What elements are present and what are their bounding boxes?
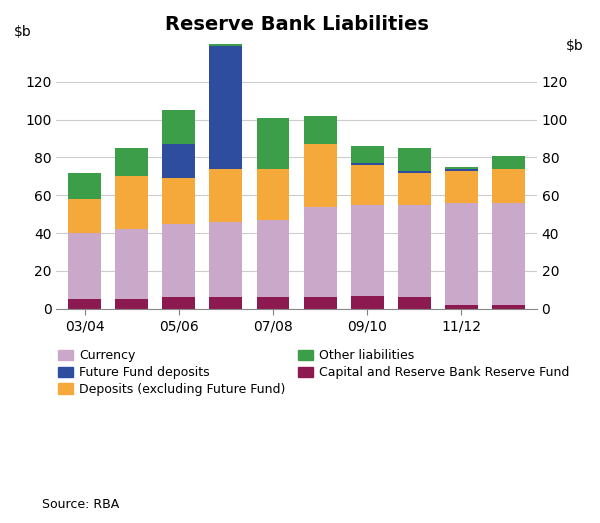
Bar	[257, 169, 289, 220]
Title: Reserve Bank Liabilities: Reserve Bank Liabilities	[164, 15, 428, 34]
Bar	[68, 173, 101, 199]
Bar	[304, 144, 337, 207]
Bar	[398, 204, 431, 298]
Bar	[445, 170, 478, 203]
Bar	[257, 220, 289, 298]
Bar	[209, 4, 242, 46]
Bar	[398, 170, 431, 173]
Bar	[163, 144, 196, 178]
Bar	[398, 298, 431, 309]
Bar	[68, 233, 101, 299]
Bar	[209, 46, 242, 169]
Bar	[209, 298, 242, 309]
Bar	[115, 299, 148, 309]
Legend: Currency, Future Fund deposits, Deposits (excluding Future Fund), Other liabilit: Currency, Future Fund deposits, Deposits…	[58, 349, 569, 396]
Bar	[163, 110, 196, 144]
Bar	[350, 146, 383, 163]
Bar	[492, 305, 525, 309]
Bar	[350, 165, 383, 204]
Bar	[445, 167, 478, 169]
Bar	[209, 169, 242, 222]
Bar	[492, 169, 525, 203]
Bar	[398, 173, 431, 204]
Bar	[350, 295, 383, 309]
Bar	[257, 298, 289, 309]
Bar	[445, 305, 478, 309]
Y-axis label: $b: $b	[566, 39, 584, 53]
Text: Source: RBA: Source: RBA	[42, 498, 119, 511]
Bar	[209, 222, 242, 298]
Bar	[492, 155, 525, 169]
Bar	[115, 176, 148, 229]
Bar	[304, 207, 337, 298]
Bar	[163, 298, 196, 309]
Bar	[445, 203, 478, 305]
Bar	[398, 148, 431, 170]
Bar	[350, 204, 383, 295]
Bar	[304, 298, 337, 309]
Bar	[68, 199, 101, 233]
Bar	[492, 203, 525, 305]
Y-axis label: $b: $b	[14, 25, 32, 39]
Bar	[68, 299, 101, 309]
Bar	[115, 148, 148, 176]
Bar	[350, 163, 383, 165]
Bar	[163, 178, 196, 224]
Bar	[304, 116, 337, 144]
Bar	[163, 224, 196, 298]
Bar	[115, 229, 148, 299]
Bar	[257, 118, 289, 169]
Bar	[445, 169, 478, 170]
